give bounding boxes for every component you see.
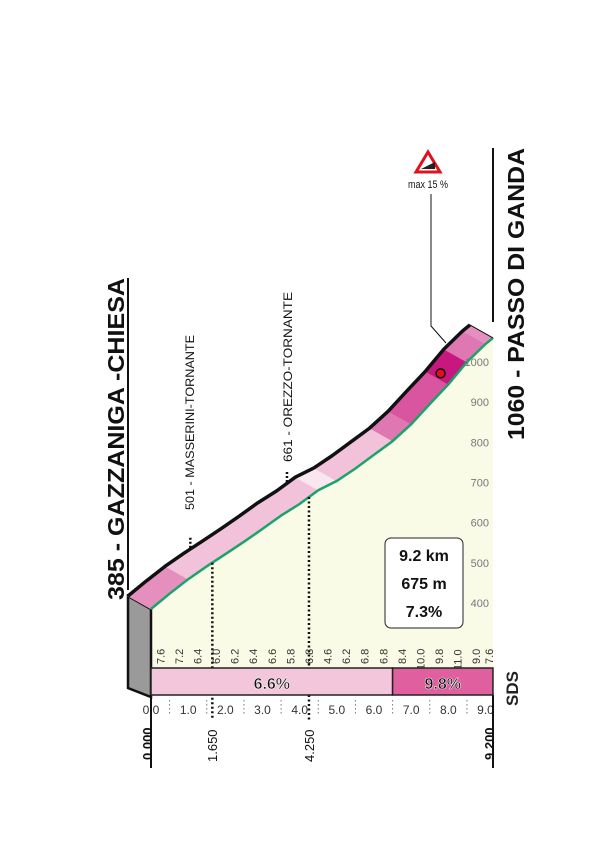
gradient-label: 11.0: [453, 649, 465, 670]
y-tick-label: 800: [471, 437, 489, 449]
gradient-label: 6.6: [267, 649, 279, 664]
max-gradient-dot: [435, 368, 446, 379]
gradient-label: 6.4: [248, 649, 260, 664]
gradient-label: 4.6: [323, 649, 335, 664]
x-tick-label: 1.0: [180, 703, 197, 717]
gradient-label: 6.2: [341, 649, 353, 664]
x-tick-label: 3.0: [254, 703, 271, 717]
start-title: 385 - GAZZANIGA -CHIESA: [103, 278, 129, 600]
distance-end: 9.200: [482, 727, 497, 760]
finish-edge: [469, 324, 494, 339]
waypoint-label-2: 661 - OREZZO-TORNANTE: [281, 292, 295, 462]
summary-gain: 675 m: [401, 576, 446, 593]
summary-distance: 9.2 km: [399, 548, 449, 565]
gradient-label: 6.0: [211, 649, 223, 664]
sector-bar-2: [391, 667, 494, 696]
gradient-label: 7.2: [174, 649, 186, 664]
waypoint-label-1: 501 - MASSERINI-TORNANTE: [183, 335, 197, 510]
y-tick-label: 600: [471, 518, 489, 530]
gradient-label: 6.8: [304, 649, 316, 664]
x-tick-label: 9.0: [477, 703, 494, 717]
gradient-label: 9.0: [471, 649, 483, 664]
x-tick-label: 6.0: [366, 703, 383, 717]
max-gradient-marker: max 15 %: [408, 149, 448, 344]
x-tick-label: 7.0: [403, 703, 420, 717]
profile-top-edge: [126, 323, 472, 598]
gradient-label: 8.4: [397, 649, 409, 664]
y-tick-label: 900: [471, 397, 489, 409]
gradient-label: 7.6: [484, 649, 496, 664]
start-wall: [126, 593, 153, 699]
distance-start: 0.000: [140, 727, 155, 760]
distance-waypoint-2: 4.250: [302, 729, 317, 762]
max-gradient-label: max 15 %: [408, 179, 448, 191]
gradient-label: 5.8: [285, 649, 297, 664]
x-tick-label: 5.0: [329, 703, 346, 717]
profile-road-edge: [150, 336, 494, 610]
summary-avg: 7.3%: [406, 604, 442, 621]
x-tick-label: 2.0: [217, 703, 234, 717]
sds-logo: SDS: [503, 671, 522, 706]
gradient-label: 7.6: [155, 649, 167, 664]
distance-waypoint-1: 1.650: [205, 729, 220, 762]
gradient-label: 6.4: [192, 649, 204, 664]
y-tick-label: 700: [471, 477, 489, 489]
finish-title: 1060 - PASSO DI GANDA: [503, 148, 529, 440]
y-tick-label: 500: [471, 558, 489, 570]
y-tick-label: 400: [471, 598, 489, 610]
gradient-label: 6.8: [378, 649, 390, 664]
x-tick-label: 8.0: [440, 703, 457, 717]
sector-label: 6.6%: [254, 676, 290, 693]
sector-label: 9.8%: [425, 676, 461, 693]
y-tick-label: 1000: [465, 357, 489, 369]
gradient-label: 9.8: [434, 649, 446, 664]
gradient-label: 10.0: [415, 649, 427, 670]
gradient-label: 6.8: [360, 649, 372, 664]
gradient-label: 6.2: [230, 649, 242, 664]
x-tick-label: 4.0: [291, 703, 308, 717]
summary-box: 9.2 km 675 m 7.3%: [384, 537, 464, 629]
sector-bar: 6.6% 9.8%: [150, 667, 494, 696]
